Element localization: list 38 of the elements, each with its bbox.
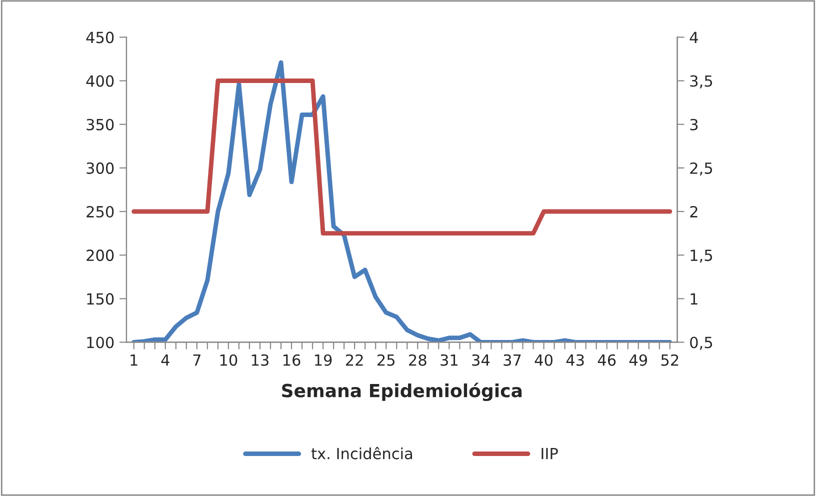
y-tick-label: 100 [87,336,114,348]
legend-label: IIP [542,448,558,460]
y-tick-label: 150 [87,293,114,305]
x-tick-label: 40 [534,354,552,366]
x-axis-title: Semana Epidemiológica [282,382,522,402]
x-tick-label: 52 [661,354,678,366]
y-tick-label: 450 [86,32,114,44]
x-tick-label: 7 [193,354,200,366]
y-tick-label: 400 [86,75,114,87]
x-tick-label: 31 [440,354,458,366]
x-tick-label: 34 [472,354,490,366]
y2-tick-label: 1,5 [690,250,712,263]
x-tick-label: 43 [566,354,584,366]
y2-tick-label: 0,5 [690,336,712,350]
y-tick-label: 350 [86,118,114,130]
x-tick-label: 19 [315,354,332,366]
x-tick-label: 22 [346,354,363,366]
x-tick-label: 37 [504,354,521,366]
y2-tick-label: 1 [690,293,698,304]
x-tick-label: 1 [130,354,138,366]
x-tick-label: 4 [161,354,170,366]
legend-label: tx. Incidência [311,446,412,460]
y-tick-label: 250 [86,206,114,218]
x-tick-label: 28 [409,354,426,366]
y2-tick-label: 2 [690,206,698,218]
y2-tick-label: 2,5 [690,162,712,176]
x-tick-label: 25 [378,354,394,366]
y2-tick-label: 4 [690,32,698,44]
y2-tick-label: 3 [690,118,698,130]
y-tick-label: 200 [86,250,114,262]
line-series [132,60,672,342]
x-tick-label: 10 [220,354,238,366]
x-tick-label: 49 [629,354,648,366]
y2-tick-label: 3,5 [690,75,712,88]
x-tick-label: 13 [252,354,268,366]
x-tick-label: 16 [283,354,300,366]
x-tick-label: 46 [598,354,616,366]
y-tick-label: 300 [86,162,114,174]
